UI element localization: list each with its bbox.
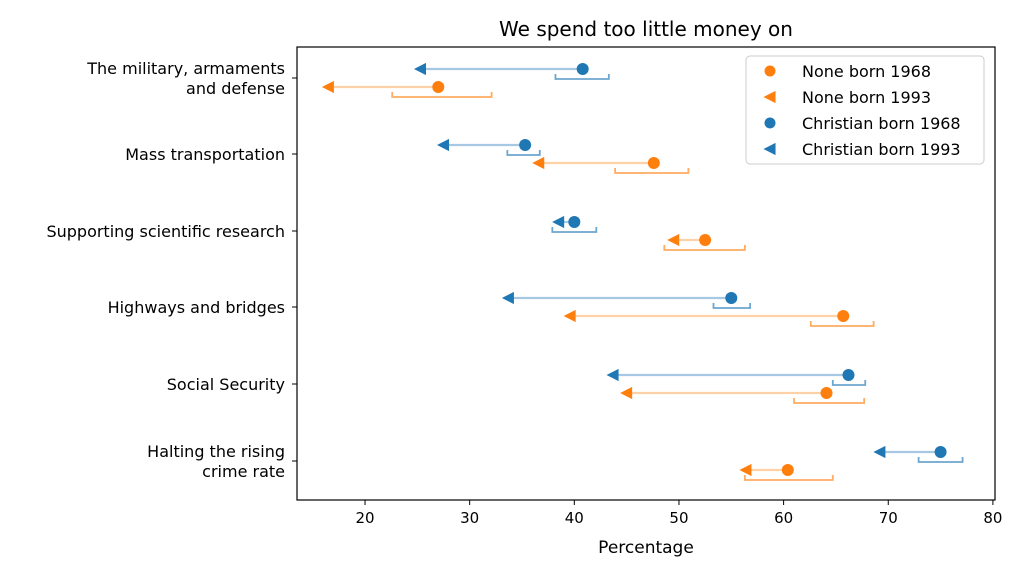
plot-area <box>321 62 964 481</box>
none-born-1993-marker <box>667 233 680 247</box>
legend-label: None born 1968 <box>802 62 931 81</box>
category-label: and defense <box>186 79 285 98</box>
none-born-1993-marker <box>620 386 633 400</box>
category-label: Supporting scientific research <box>46 222 285 241</box>
legend-marker-triangle <box>763 142 776 156</box>
none-interval-1993 <box>743 475 834 481</box>
christian-born-1993-marker <box>501 291 514 305</box>
christian-interval-1993 <box>554 74 610 80</box>
category-label: Mass transportation <box>125 145 285 164</box>
none-interval-1993 <box>391 92 493 98</box>
axes: 20 30 40 50 60 70 80 The military, armamentsand… <box>46 59 1002 527</box>
none-born-1968-marker <box>837 310 850 322</box>
none-interval-1993 <box>793 398 866 404</box>
x-tick-label: 70 <box>879 509 898 527</box>
x-tick-label: 50 <box>669 509 688 527</box>
none-interval-1993 <box>614 168 690 174</box>
christian-born-1968-marker <box>576 63 589 75</box>
christian-born-1993-marker <box>873 445 886 459</box>
none-born-1993-marker <box>739 463 752 477</box>
christian-born-1968-marker <box>519 139 532 151</box>
legend-label: None born 1993 <box>802 88 931 107</box>
christian-born-1993-marker <box>413 62 427 76</box>
christian-born-1993-marker <box>606 368 619 382</box>
legend: None born 1968 None born 1993 Christian bo… <box>745 55 985 165</box>
christian-interval-1993 <box>551 227 598 233</box>
christian-interval-1993 <box>917 457 964 463</box>
none-born-1968-marker <box>699 234 712 246</box>
legend-label: Christian born 1993 <box>802 140 961 159</box>
none-interval-1993 <box>809 321 875 327</box>
legend-box <box>745 55 985 165</box>
none-born-1993-marker <box>532 156 545 170</box>
christian-interval-1993 <box>712 303 752 309</box>
christian-born-1968-marker <box>725 292 738 304</box>
x-tick-label: 60 <box>774 509 793 527</box>
legend-label: Christian born 1968 <box>802 114 961 133</box>
category-label: Highways and bridges <box>108 298 285 317</box>
plot-frame <box>296 46 996 501</box>
x-tick-label: 20 <box>355 509 374 527</box>
legend-marker-circle <box>764 117 776 129</box>
category-label: crime rate <box>202 462 285 481</box>
x-tick-label: 30 <box>460 509 479 527</box>
category-label: Halting the rising <box>147 442 285 461</box>
none-born-1968-marker <box>820 387 833 399</box>
none-born-1968-marker <box>647 157 660 169</box>
category-label: Social Security <box>167 375 285 394</box>
none-born-1968-marker <box>432 81 445 93</box>
christian-born-1968-marker <box>934 446 947 458</box>
christian-born-1993-marker <box>437 138 450 152</box>
x-axis-title: Percentage <box>598 538 694 558</box>
x-tick-label: 80 <box>983 509 1002 527</box>
none-born-1993-marker <box>321 80 334 94</box>
christian-born-1968-marker <box>568 216 581 228</box>
christian-born-1968-marker <box>842 369 855 381</box>
christian-born-1993-marker <box>552 215 565 229</box>
legend-marker-triangle <box>763 90 776 104</box>
none-born-1993-marker <box>563 309 576 323</box>
none-born-1968-marker <box>781 464 794 476</box>
chart-title: We spend too little money on <box>499 17 793 41</box>
none-interval-1993 <box>663 245 746 251</box>
category-label: The military, armaments <box>86 59 285 78</box>
christian-interval-1993 <box>831 380 867 386</box>
christian-interval-1993 <box>506 150 541 156</box>
legend-marker-circle <box>764 65 776 77</box>
x-tick-label: 40 <box>565 509 584 527</box>
